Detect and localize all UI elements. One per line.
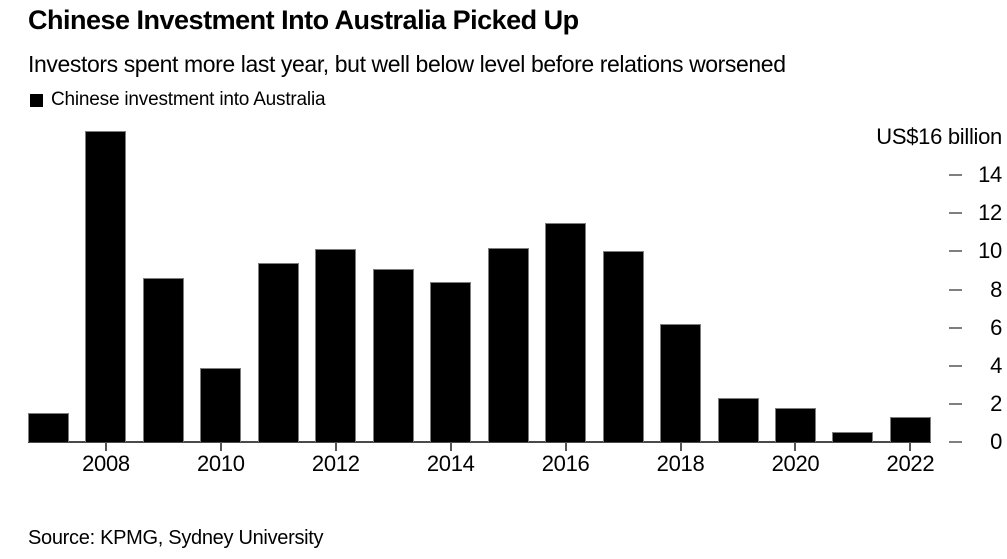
y-tick-dash-14 [949, 174, 962, 177]
y-tick-label-10: 10 [978, 238, 1002, 264]
x-tick-label-2020: 2020 [771, 451, 820, 476]
x-tick-mark-2016 [564, 442, 567, 451]
bar-2014 [430, 281, 472, 442]
bar-2009 [142, 278, 184, 442]
y-tick-dash-10 [949, 250, 962, 253]
x-tick-label-2012: 2012 [311, 451, 360, 476]
y-tick-dash-4 [949, 364, 962, 367]
bar-2018 [660, 323, 702, 442]
legend-label: Chinese investment into Australia [51, 89, 326, 110]
y-tick-dash-12 [949, 212, 962, 215]
x-tick-label-2022: 2022 [886, 451, 935, 476]
bar-2022 [889, 417, 931, 442]
x-tick-mark-2010 [219, 442, 222, 451]
y-tick-dash-6 [949, 326, 962, 329]
bar-2016 [545, 222, 587, 442]
y-tick-label-2: 2 [990, 390, 1002, 416]
bar-2012 [315, 249, 357, 442]
x-tick-mark-2018 [679, 442, 682, 451]
y-tick-dash-2 [949, 402, 962, 405]
y-axis-unit-label: US$16 billion [876, 124, 1002, 149]
y-tick-dash-0 [949, 441, 962, 443]
x-tick-label-2018: 2018 [656, 451, 705, 476]
bar-2017 [602, 251, 644, 442]
bar-2020 [774, 407, 816, 442]
y-tick-label-4: 4 [990, 352, 1002, 378]
bar-2015 [487, 247, 529, 442]
bar-2007 [28, 413, 69, 442]
bar-2013 [372, 268, 414, 442]
y-tick-label-6: 6 [990, 314, 1002, 340]
bar-2010 [200, 367, 242, 442]
y-tick-label-8: 8 [990, 276, 1002, 302]
chart-title: Chinese Investment Into Australia Picked… [28, 5, 579, 35]
x-tick-mark-2020 [794, 442, 797, 451]
y-tick-label-14: 14 [978, 162, 1002, 188]
x-axis-line [28, 441, 931, 443]
legend-swatch-icon [30, 93, 43, 107]
chart-subtitle: Investors spent more last year, but well… [28, 51, 786, 77]
y-tick-label-0: 0 [990, 429, 1002, 454]
bar-2019 [717, 398, 759, 442]
bar-2008 [85, 131, 127, 442]
x-tick-mark-2012 [334, 442, 337, 451]
y-tick-label-12: 12 [978, 200, 1002, 226]
legend: Chinese investment into Australia [30, 89, 326, 111]
x-tick-label-2014: 2014 [426, 451, 475, 476]
bar-2021 [832, 432, 874, 442]
x-tick-label-2016: 2016 [541, 451, 590, 476]
bar-2011 [257, 262, 299, 442]
x-tick-label-2008: 2008 [82, 451, 130, 476]
x-tick-mark-2014 [449, 442, 452, 451]
x-tick-mark-2008 [104, 442, 107, 451]
x-tick-mark-2022 [909, 442, 912, 451]
source-note: Source: KPMG, Sydney University [28, 527, 324, 549]
y-tick-dash-8 [949, 288, 962, 291]
x-tick-label-2010: 2010 [197, 451, 245, 476]
